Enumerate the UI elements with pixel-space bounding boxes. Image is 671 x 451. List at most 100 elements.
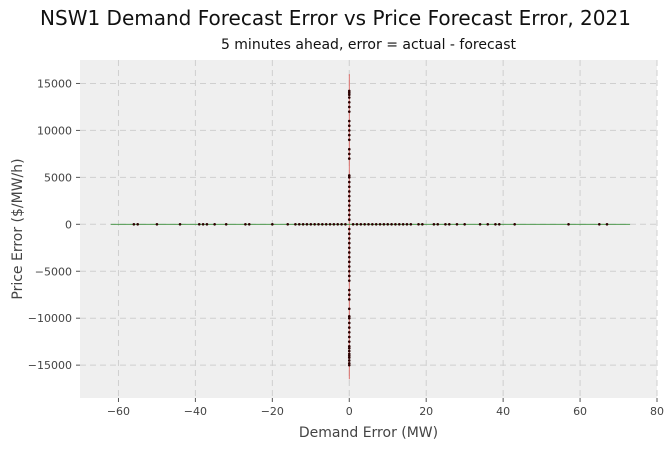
y-tick-label: 0 xyxy=(65,218,72,231)
data-point xyxy=(340,223,343,226)
data-point xyxy=(363,223,366,226)
data-point xyxy=(197,223,201,226)
data-point xyxy=(321,223,324,226)
data-point xyxy=(347,335,351,339)
y-axis-ticks: −15000 −10000 −5000 0 5000 10000 15000 xyxy=(28,77,80,372)
data-point xyxy=(247,223,251,226)
data-point xyxy=(347,124,351,128)
data-point xyxy=(224,223,228,226)
data-point xyxy=(598,223,601,226)
data-point xyxy=(486,223,490,226)
data-point xyxy=(355,223,359,226)
data-point xyxy=(390,223,393,226)
x-tick-label: 20 xyxy=(419,405,433,418)
data-point xyxy=(347,326,351,329)
data-point xyxy=(432,223,436,226)
data-point xyxy=(205,223,209,226)
data-point xyxy=(347,340,351,343)
data-point xyxy=(497,223,501,226)
data-point xyxy=(347,213,351,217)
data-point xyxy=(347,260,351,264)
data-point xyxy=(347,241,351,245)
data-point xyxy=(347,152,351,156)
data-point xyxy=(347,352,351,356)
chart-subtitle: 5 minutes ahead, error = actual - foreca… xyxy=(220,37,517,53)
x-axis-label: Demand Error (MW) xyxy=(299,425,438,441)
data-point xyxy=(347,180,351,184)
data-point xyxy=(328,223,332,226)
data-point xyxy=(347,218,351,221)
data-point xyxy=(347,110,351,113)
data-point xyxy=(347,330,351,334)
data-point xyxy=(347,315,351,318)
x-tick-label: 80 xyxy=(650,405,664,418)
data-point xyxy=(347,232,351,235)
data-point xyxy=(347,119,351,123)
data-point xyxy=(324,223,328,226)
data-point xyxy=(347,208,351,212)
data-point xyxy=(463,223,466,226)
data-point xyxy=(347,246,351,250)
data-point xyxy=(567,223,570,226)
data-point xyxy=(347,279,351,282)
data-point xyxy=(347,316,351,320)
data-point xyxy=(347,356,351,359)
data-point xyxy=(436,223,440,226)
data-point xyxy=(347,288,351,292)
data-point xyxy=(347,269,351,273)
data-point xyxy=(347,345,351,348)
data-point xyxy=(347,363,351,367)
data-point xyxy=(347,129,351,132)
data-point xyxy=(401,223,405,226)
x-tick-label: −60 xyxy=(107,405,130,418)
data-point xyxy=(347,274,351,278)
data-point xyxy=(347,361,351,365)
y-tick-label: 5000 xyxy=(44,171,72,184)
data-point xyxy=(371,223,374,226)
data-point xyxy=(286,223,290,226)
data-point xyxy=(382,223,386,226)
data-point xyxy=(347,96,351,99)
data-point xyxy=(347,91,351,95)
data-point xyxy=(374,223,378,226)
data-point xyxy=(367,223,370,226)
data-point xyxy=(201,223,205,226)
x-tick-label: −20 xyxy=(261,405,284,418)
x-tick-label: 40 xyxy=(496,405,510,418)
data-point xyxy=(347,265,351,268)
data-point xyxy=(605,223,609,226)
data-point xyxy=(386,223,390,226)
data-point xyxy=(347,105,351,109)
y-tick-label: −5000 xyxy=(35,265,72,278)
data-point xyxy=(347,349,351,353)
y-axis-label: Price Error ($/MW/h) xyxy=(10,158,26,299)
y-tick-label: 10000 xyxy=(37,124,72,137)
data-point xyxy=(313,223,316,226)
data-point xyxy=(347,255,351,259)
data-point xyxy=(494,223,497,226)
data-point xyxy=(347,293,351,297)
x-axis-ticks: −60 −40 −20 0 20 40 60 80 xyxy=(107,398,664,418)
data-point xyxy=(417,223,420,226)
data-point xyxy=(478,223,482,226)
data-point xyxy=(155,223,159,226)
data-point xyxy=(347,176,351,179)
data-point xyxy=(405,223,409,226)
data-point xyxy=(178,223,182,226)
x-tick-label: 0 xyxy=(346,405,353,418)
data-point xyxy=(294,223,297,226)
y-tick-label: −10000 xyxy=(28,312,72,325)
data-point xyxy=(347,227,351,231)
data-point xyxy=(347,157,351,160)
data-point xyxy=(347,147,351,151)
data-point xyxy=(332,223,336,226)
data-point xyxy=(347,100,351,104)
data-point xyxy=(347,321,351,325)
y-tick-label: −15000 xyxy=(28,359,72,372)
data-point xyxy=(347,359,351,362)
data-point xyxy=(347,89,351,93)
plot-area xyxy=(80,60,657,398)
data-point xyxy=(421,223,424,226)
x-tick-label: 60 xyxy=(573,405,587,418)
